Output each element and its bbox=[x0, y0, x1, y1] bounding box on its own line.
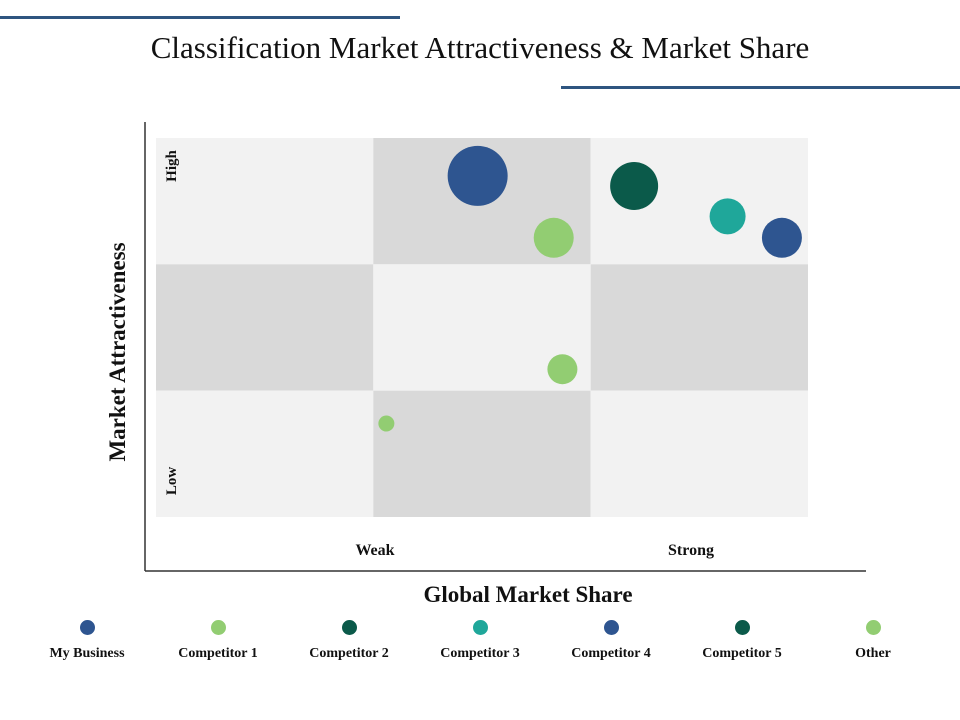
legend-marker bbox=[472, 620, 488, 635]
legend-marker bbox=[210, 620, 226, 635]
legend-label: My Business bbox=[49, 646, 125, 661]
legend-item-competitor-2: Competitor 2 bbox=[289, 620, 409, 663]
legend-label: Competitor 2 bbox=[309, 646, 389, 661]
legend-item-competitor-4: Competitor 4 bbox=[551, 620, 671, 663]
legend-marker bbox=[865, 620, 881, 635]
grid-cell bbox=[590, 264, 808, 391]
bubble-other bbox=[378, 415, 395, 432]
bubbles bbox=[378, 145, 802, 432]
legend-label: Other bbox=[855, 646, 891, 661]
legend-label: Competitor 1 bbox=[178, 646, 258, 661]
legend-label: Competitor 5 bbox=[702, 646, 782, 661]
legend-item-competitor-3: Competitor 3 bbox=[420, 620, 540, 663]
bubble-my-business bbox=[447, 145, 508, 206]
grid-cell bbox=[156, 264, 374, 391]
legend-marker bbox=[341, 620, 357, 635]
y-tick-low: Low bbox=[164, 467, 180, 496]
legend-item-my-business: My Business bbox=[27, 620, 147, 663]
y-tick-high: High bbox=[164, 150, 180, 182]
x-tick-weak: Weak bbox=[355, 542, 394, 559]
y-axis-label: Market Attractiveness bbox=[105, 242, 130, 462]
grid-cell bbox=[590, 390, 808, 517]
legend-marker bbox=[603, 620, 619, 635]
legend-marker bbox=[79, 620, 95, 635]
legend-label: Competitor 3 bbox=[440, 646, 520, 661]
legend-marker bbox=[734, 620, 750, 635]
x-tick-strong: Strong bbox=[668, 542, 714, 559]
top-right-rule bbox=[561, 86, 960, 89]
legend-item-competitor-5: Competitor 5 bbox=[682, 620, 802, 663]
legend: My Business Competitor 1 Competitor 2 Co… bbox=[0, 620, 960, 710]
grid-cell bbox=[373, 390, 591, 517]
top-left-rule bbox=[0, 16, 400, 19]
bubble-competitor-3 bbox=[709, 198, 746, 235]
bubble-competitor-2 bbox=[610, 162, 659, 211]
bubble-competitor-4 bbox=[761, 217, 802, 258]
x-axis-label: Global Market Share bbox=[423, 582, 633, 607]
bubble-other bbox=[547, 354, 578, 385]
legend-item-competitor-1: Competitor 1 bbox=[158, 620, 278, 663]
grid-cell bbox=[156, 390, 374, 517]
grid-cell bbox=[156, 138, 374, 265]
chart-title: Classification Market Attractiveness & M… bbox=[150, 30, 810, 65]
legend-label: Competitor 4 bbox=[571, 646, 651, 661]
legend-item-other: Other bbox=[813, 620, 933, 663]
bubble-competitor-1 bbox=[533, 217, 574, 258]
